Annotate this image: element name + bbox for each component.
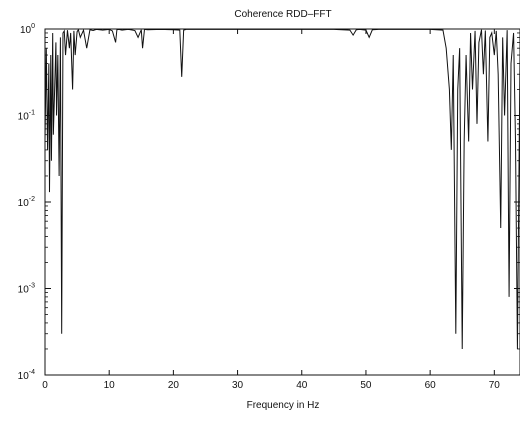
x-tick-label: 40 (296, 380, 308, 391)
y-tick-base: 10 (18, 371, 30, 382)
y-tick-exponent: -1 (29, 110, 35, 117)
coherence-series-line (44, 28, 520, 349)
x-tick-label: 0 (42, 380, 48, 391)
x-tick-label: 30 (232, 380, 244, 391)
y-tick-label: 10-4 (18, 369, 35, 382)
x-tick-label: 50 (360, 380, 372, 391)
chart-title: Coherence RDD–FFT (234, 9, 331, 20)
y-tick-exponent: -2 (29, 196, 35, 203)
x-tick-label: 60 (425, 380, 437, 391)
y-tick-label: 10-3 (18, 283, 35, 296)
x-tick-label: 70 (489, 380, 501, 391)
y-tick-label: 10-2 (18, 196, 35, 209)
series-layer (44, 28, 520, 349)
x-tick-label: 20 (168, 380, 180, 391)
plot-area-frame (44, 28, 520, 376)
y-tick-exponent: -4 (29, 369, 35, 376)
y-tick-label: 10-1 (18, 110, 35, 123)
x-axis-ticks: 0 10 20 30 40 50 60 70 (42, 29, 500, 391)
y-tick-exponent: -3 (29, 283, 35, 290)
y-tick-base: 10 (18, 198, 30, 209)
y-tick-label: 100 (20, 23, 35, 36)
y-tick-base: 10 (18, 112, 30, 123)
x-tick-label: 10 (104, 380, 116, 391)
y-tick-base: 10 (18, 285, 30, 296)
x-axis-label: Frequency in Hz (247, 400, 320, 411)
y-tick-base: 10 (20, 25, 32, 36)
y-tick-exponent: 0 (31, 23, 35, 30)
